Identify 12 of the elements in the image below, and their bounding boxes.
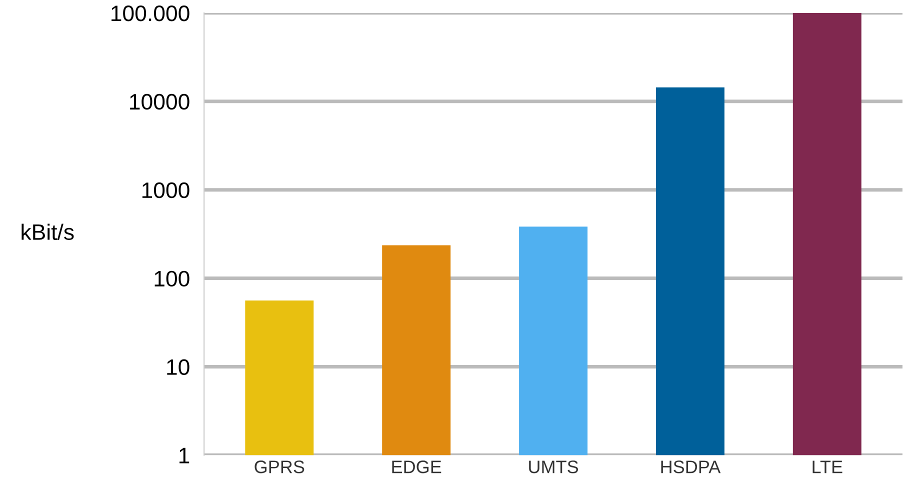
y-tick-label: 1 (180, 448, 190, 464)
y-axis-title: kBit/s (22, 224, 74, 240)
x-tick-label: HSDPA (661, 460, 721, 474)
x-tick-label: GPRS (254, 460, 304, 474)
y-tick-label: 10 (167, 359, 190, 375)
x-tick-label: EDGE (392, 460, 442, 474)
y-tick-label: 1000 (142, 182, 190, 198)
y-tick-label: 100.000 (112, 5, 190, 22)
x-tick-label: LTE (812, 460, 842, 474)
y-tick-label: 100 (154, 270, 190, 287)
x-tick-label: UMTS (529, 460, 578, 474)
y-tick-label: 10000 (130, 94, 190, 110)
